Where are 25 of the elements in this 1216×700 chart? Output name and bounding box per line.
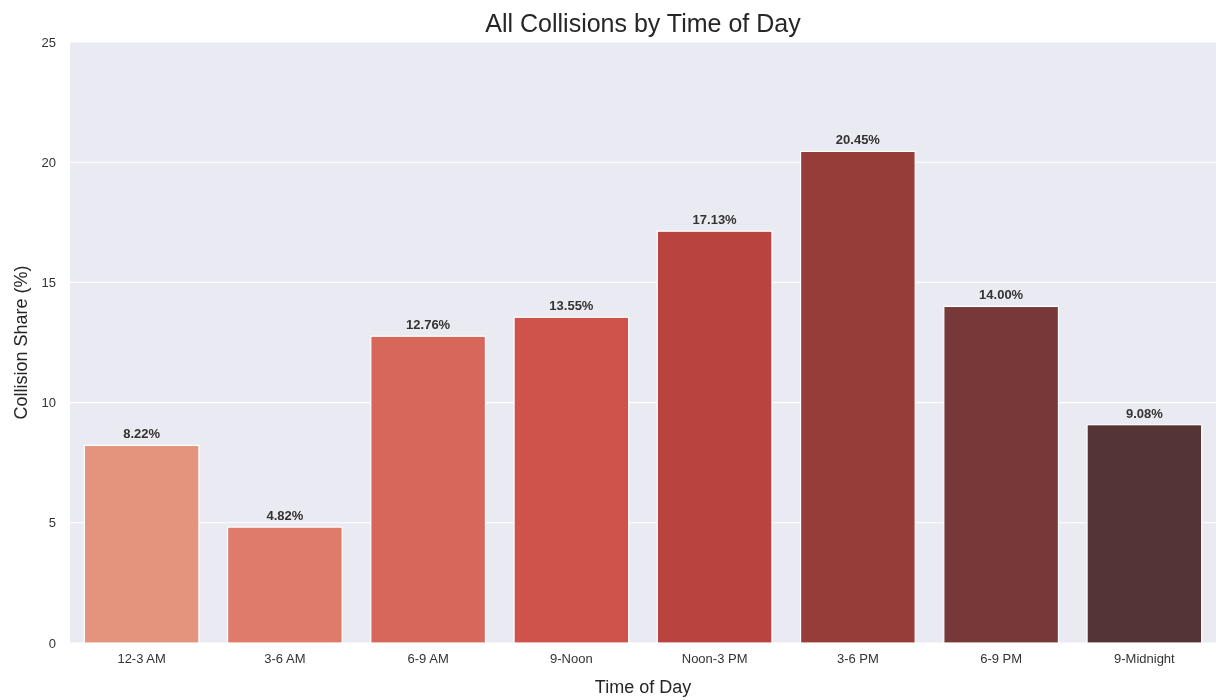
- y-axis-title: Collision Share (%): [11, 265, 31, 420]
- x-tick-label: 9-Midnight: [1114, 651, 1176, 666]
- x-tick-label: 12-3 AM: [117, 651, 166, 666]
- data-label: 14.00%: [979, 287, 1024, 303]
- data-label: 20.45%: [835, 132, 881, 148]
- data-label: 8.22%: [123, 426, 161, 442]
- y-tick-label: 5: [48, 515, 56, 531]
- data-label: 4.82%: [266, 508, 304, 524]
- y-tick-label: 25: [41, 34, 56, 50]
- y-tick-label: 10: [41, 395, 56, 411]
- x-axis-title: Time of Day: [594, 677, 692, 697]
- data-label: 17.13%: [692, 212, 738, 228]
- data-label: 9.08%: [1125, 405, 1164, 421]
- y-tick-label: 15: [41, 274, 56, 290]
- x-tick-label: Noon-3 PM: [681, 651, 748, 666]
- x-tick-label: 6-9 PM: [980, 651, 1023, 666]
- y-tick-label: 20: [41, 154, 56, 170]
- chart-title: All Collisions by Time of Day: [485, 9, 802, 37]
- data-label: 13.55%: [549, 298, 594, 314]
- x-tick-label: 3-6 AM: [264, 651, 306, 666]
- x-tick-label: 9-Noon: [550, 651, 593, 666]
- data-label: 12.76%: [406, 317, 451, 333]
- x-tick-label: 6-9 AM: [407, 651, 449, 666]
- x-tick-label: 3-6 PM: [836, 651, 879, 666]
- y-tick-label: 0: [48, 635, 56, 651]
